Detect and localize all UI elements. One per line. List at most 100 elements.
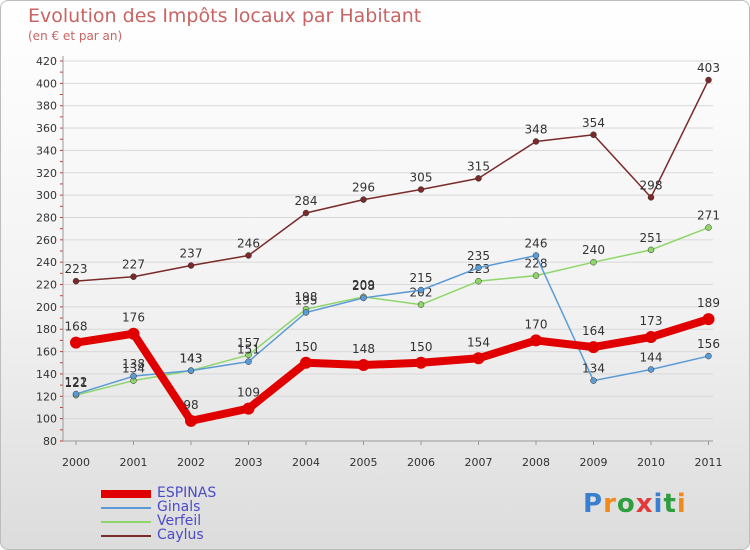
- data-point-caylus: [360, 196, 367, 203]
- data-label-espinas: 148: [352, 342, 375, 356]
- data-point-ginals: [360, 294, 367, 302]
- data-point-ginals: [475, 264, 482, 272]
- data-label-caylus: 296: [352, 181, 375, 195]
- legend-label-ginals: Ginals: [157, 499, 201, 515]
- data-point-caylus: [302, 209, 310, 217]
- legend-item-verfeil: Verfeil: [101, 513, 301, 529]
- series-line-ginals: [75, 254, 710, 395]
- data-point-caylus: [475, 175, 482, 182]
- y-tick-label: 140: [36, 368, 57, 381]
- data-label-caylus: 223: [65, 262, 88, 276]
- data-label-ginals: 138: [122, 357, 145, 371]
- data-label-verfeil: 157: [237, 336, 260, 350]
- data-label-caylus: 354: [582, 116, 605, 130]
- y-tick-label: 80: [43, 435, 57, 448]
- legend-label-espinas: ESPINAS: [157, 485, 217, 501]
- legend-label-caylus: Caylus: [157, 527, 204, 543]
- data-label-caylus: 348: [525, 122, 548, 136]
- data-label-ginals: 151: [237, 343, 260, 357]
- data-label-verfeil: 209: [352, 278, 375, 292]
- data-point-espinas: [242, 402, 255, 415]
- data-label-espinas: 164: [582, 324, 605, 338]
- series-line-verfeil: [75, 226, 710, 396]
- data-point-espinas: [185, 414, 197, 427]
- data-point-ginals: [532, 252, 540, 259]
- data-point-ginals: [647, 366, 655, 373]
- data-label-espinas: 168: [65, 320, 88, 334]
- data-label-caylus: 403: [697, 61, 720, 75]
- legend-item-caylus: Caylus: [101, 527, 301, 543]
- data-label-caylus: 315: [467, 159, 490, 173]
- data-label-caylus: 305: [410, 171, 433, 185]
- data-point-espinas: [70, 336, 82, 349]
- y-tick-label: 260: [36, 234, 57, 247]
- data-label-ginals: 134: [582, 362, 605, 376]
- data-point-caylus: [130, 273, 137, 280]
- data-label-verfeil: 143: [180, 352, 203, 366]
- data-label-espinas: 170: [525, 317, 548, 331]
- data-label-ginals: 235: [467, 249, 490, 263]
- data-label-espinas: 173: [640, 314, 663, 328]
- data-point-espinas: [702, 313, 715, 326]
- data-point-caylus: [417, 186, 425, 193]
- data-point-ginals: [590, 377, 597, 384]
- data-label-espinas: 98: [183, 398, 198, 412]
- data-point-verfeil: [647, 246, 655, 254]
- y-tick-label: 200: [36, 301, 57, 314]
- data-label-verfeil: 198: [295, 290, 318, 304]
- y-tick-label: 360: [36, 122, 57, 135]
- legend-swatch-caylus: [101, 535, 151, 537]
- x-tick-label: 2005: [350, 456, 378, 469]
- y-tick-label: 420: [36, 55, 57, 68]
- y-tick-label: 120: [36, 390, 57, 403]
- y-tick-label: 380: [36, 100, 57, 113]
- data-point-espinas: [645, 331, 657, 344]
- data-label-ginals: 144: [640, 350, 663, 364]
- x-tick-label: 2002: [177, 456, 205, 469]
- data-label-verfeil: 134: [122, 362, 145, 376]
- data-label-espinas: 189: [697, 296, 720, 310]
- x-tick-label: 2006: [407, 456, 435, 469]
- data-point-caylus: [590, 131, 597, 139]
- data-label-verfeil: 240: [582, 243, 605, 257]
- data-label-ginals: 143: [180, 352, 203, 366]
- data-label-ginals: 208: [352, 279, 375, 293]
- legend-swatch-espinas: [101, 490, 151, 498]
- data-point-ginals: [705, 352, 712, 360]
- x-tick-label: 2001: [120, 456, 148, 469]
- data-point-verfeil: [705, 224, 712, 231]
- data-point-caylus: [532, 138, 540, 145]
- legend-swatch-verfeil: [101, 521, 151, 523]
- legend-item-ginals: Ginals: [101, 499, 301, 515]
- x-tick-label: 2007: [465, 456, 493, 469]
- data-point-caylus: [187, 262, 195, 269]
- y-tick-label: 240: [36, 256, 57, 269]
- x-tick-label: 2000: [62, 456, 90, 469]
- data-point-espinas: [127, 327, 140, 340]
- legend-item-espinas: ESPINAS: [101, 485, 301, 501]
- data-label-caylus: 284: [295, 194, 318, 208]
- legend-swatch-ginals: [101, 507, 151, 509]
- y-tick-label: 300: [36, 189, 57, 202]
- legend-label-verfeil: Verfeil: [157, 513, 202, 529]
- data-point-espinas: [472, 352, 485, 365]
- data-label-espinas: 150: [295, 340, 318, 354]
- x-tick-label: 2003: [235, 456, 263, 469]
- proxiti-logo: Proxiti: [583, 489, 687, 519]
- data-point-caylus: [647, 194, 655, 201]
- y-tick-label: 160: [36, 346, 57, 359]
- x-tick-label: 2011: [695, 456, 723, 469]
- data-label-espinas: 109: [237, 386, 260, 400]
- data-point-caylus: [245, 252, 252, 259]
- y-tick-label: 100: [36, 413, 57, 426]
- data-point-ginals: [72, 390, 80, 398]
- data-point-ginals: [245, 358, 252, 365]
- series-line-espinas: [72, 315, 713, 425]
- data-point-caylus: [705, 76, 712, 84]
- data-point-ginals: [417, 286, 425, 294]
- data-point-espinas: [530, 334, 542, 347]
- data-label-verfeil: 121: [65, 376, 88, 390]
- data-point-verfeil: [245, 351, 252, 359]
